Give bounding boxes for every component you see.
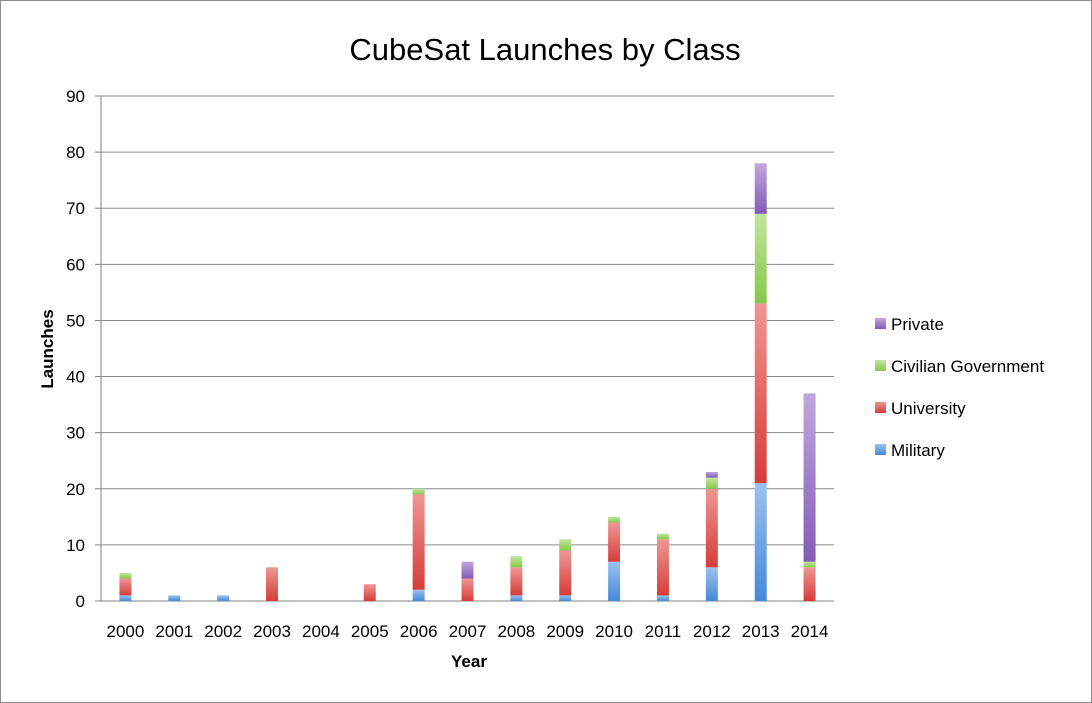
x-tick-label: 2010 xyxy=(595,622,633,641)
bar-2011-civilian-government xyxy=(656,533,669,540)
bar-2000-military xyxy=(119,595,132,601)
legend-label: Private xyxy=(891,315,944,334)
legend-swatch-military xyxy=(875,444,886,455)
bar-2013-university xyxy=(754,303,767,484)
bar-2003-university xyxy=(266,567,279,601)
y-tick-label: 20 xyxy=(66,480,85,499)
y-tick-label: 50 xyxy=(66,311,85,330)
legend-swatch-private xyxy=(875,318,886,329)
y-axis-title: Launches xyxy=(38,309,57,388)
bar-2008-university xyxy=(510,567,523,596)
bar-2001-military xyxy=(168,595,181,601)
bar-2010-military xyxy=(608,561,621,601)
bar-2006-civilian-government xyxy=(412,488,425,495)
x-tick-label: 2014 xyxy=(791,622,829,641)
legend-swatch-university xyxy=(875,402,886,413)
bar-2012-civilian-government xyxy=(705,477,718,489)
bar-2010-university xyxy=(608,522,621,562)
legend-label: Military xyxy=(891,441,945,460)
legend-swatch-civilian-government xyxy=(875,360,886,371)
x-tick-label: 2013 xyxy=(742,622,780,641)
x-tick-label: 2007 xyxy=(449,622,487,641)
y-tick-label: 40 xyxy=(66,368,85,387)
x-tick-label: 2009 xyxy=(546,622,584,641)
x-tick-label: 2005 xyxy=(351,622,389,641)
chart-title: CubeSat Launches by Class xyxy=(349,32,740,67)
legend-label: Civilian Government xyxy=(891,357,1044,376)
bar-2014-civilian-government xyxy=(803,561,816,568)
bar-2006-military xyxy=(412,589,425,601)
x-tick-label: 2008 xyxy=(497,622,535,641)
bar-2013-military xyxy=(754,483,767,601)
bar-2009-university xyxy=(559,550,572,596)
bar-2007-university xyxy=(461,578,474,601)
x-tick-label: 2001 xyxy=(155,622,193,641)
y-tick-label: 80 xyxy=(66,143,85,162)
bar-2012-military xyxy=(705,567,718,601)
x-tick-label: 2012 xyxy=(693,622,731,641)
bars xyxy=(119,163,816,601)
y-tick-label: 0 xyxy=(76,592,85,611)
bar-2014-private xyxy=(803,393,816,562)
legend-label: University xyxy=(891,399,966,418)
y-tick-label: 70 xyxy=(66,199,85,218)
bar-2008-civilian-government xyxy=(510,556,523,568)
bar-2000-university xyxy=(119,578,132,596)
bar-2005-university xyxy=(363,584,376,601)
bar-2011-university xyxy=(656,539,669,596)
bar-2009-civilian-government xyxy=(559,539,572,551)
y-tick-label: 10 xyxy=(66,536,85,555)
bar-2000-civilian-government xyxy=(119,572,132,579)
bar-2006-university xyxy=(412,494,425,590)
bar-2013-private xyxy=(754,163,767,214)
gridlines xyxy=(95,95,834,602)
bar-2014-university xyxy=(803,567,816,601)
x-tick-labels: 2000 2001 2002 2003 2004 2005 2006 2007 2008 2009… xyxy=(107,622,829,641)
bar-2013-civilian-government xyxy=(754,213,767,304)
y-tick-label: 90 xyxy=(66,87,85,106)
x-tick-label: 2002 xyxy=(204,622,242,641)
bar-2007-private xyxy=(461,561,474,579)
x-tick-label: 2004 xyxy=(302,622,340,641)
bar-2012-private xyxy=(705,471,718,478)
x-axis-title: Year xyxy=(451,652,487,671)
y-tick-label: 60 xyxy=(66,255,85,274)
y-tick-labels: 0 10 20 30 40 50 60 70 80 90 xyxy=(66,87,85,611)
bar-2011-military xyxy=(656,595,669,601)
x-tick-label: 2000 xyxy=(107,622,145,641)
x-tick-label: 2003 xyxy=(253,622,291,641)
bar-2009-military xyxy=(559,595,572,601)
y-tick-label: 30 xyxy=(66,424,85,443)
legend: Private Civilian Government University Mili… xyxy=(875,315,1044,460)
bar-2012-university xyxy=(705,488,718,568)
bar-2002-military xyxy=(217,595,230,601)
x-tick-label: 2011 xyxy=(645,622,682,641)
x-tick-label: 2006 xyxy=(400,622,438,641)
bar-2010-civilian-government xyxy=(608,516,621,523)
bar-2008-military xyxy=(510,595,523,601)
